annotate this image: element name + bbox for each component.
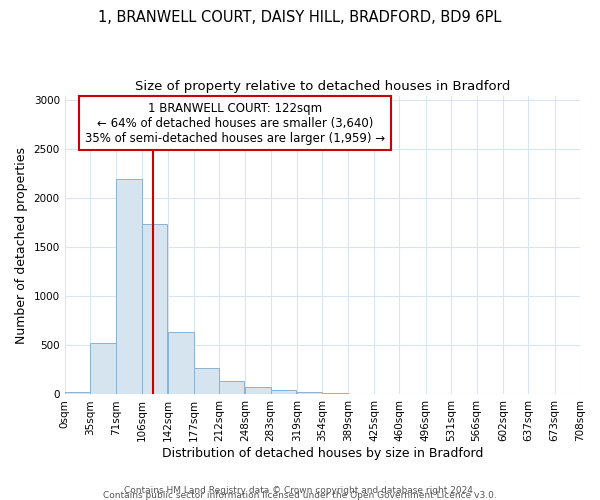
Y-axis label: Number of detached properties: Number of detached properties xyxy=(15,146,28,344)
Bar xyxy=(297,392,322,394)
Bar xyxy=(90,344,116,394)
Bar xyxy=(193,368,219,394)
Bar xyxy=(168,332,193,394)
X-axis label: Distribution of detached houses by size in Bradford: Distribution of detached houses by size … xyxy=(161,447,483,460)
Text: 1 BRANWELL COURT: 122sqm
← 64% of detached houses are smaller (3,640)
35% of sem: 1 BRANWELL COURT: 122sqm ← 64% of detach… xyxy=(85,102,385,144)
Bar xyxy=(245,387,271,394)
Bar xyxy=(116,179,142,394)
Bar xyxy=(65,392,90,394)
Bar xyxy=(271,390,296,394)
Text: Contains HM Land Registry data © Crown copyright and database right 2024.: Contains HM Land Registry data © Crown c… xyxy=(124,486,476,495)
Text: Contains public sector information licensed under the Open Government Licence v3: Contains public sector information licen… xyxy=(103,490,497,500)
Title: Size of property relative to detached houses in Bradford: Size of property relative to detached ho… xyxy=(134,80,510,93)
Bar xyxy=(322,393,348,394)
Bar xyxy=(142,224,167,394)
Text: 1, BRANWELL COURT, DAISY HILL, BRADFORD, BD9 6PL: 1, BRANWELL COURT, DAISY HILL, BRADFORD,… xyxy=(98,10,502,25)
Bar xyxy=(219,381,244,394)
